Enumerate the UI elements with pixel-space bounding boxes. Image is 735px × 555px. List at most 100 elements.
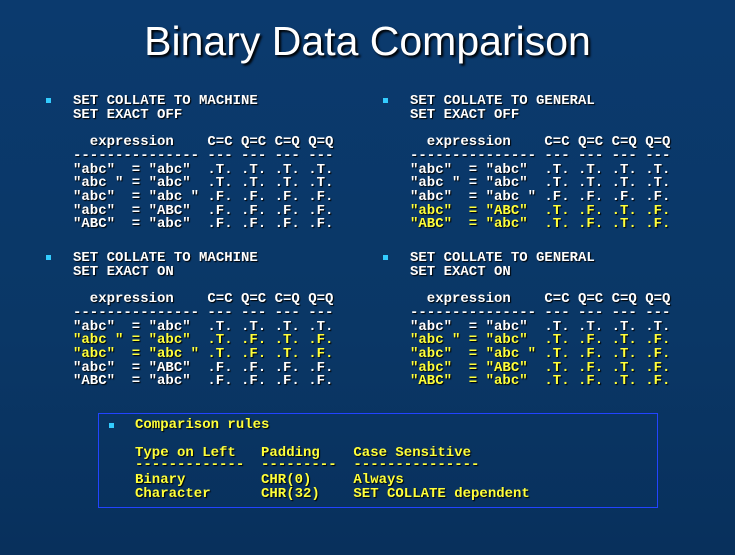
- result: .T.: [611, 161, 637, 178]
- column-header: Q=Q: [645, 291, 671, 308]
- result: .F.: [241, 332, 267, 349]
- rule-cell: Binary: [135, 472, 186, 488]
- result: .T.: [544, 318, 570, 335]
- result: .T.: [611, 373, 637, 390]
- expression: "abc" = "abc ": [410, 345, 537, 362]
- result: .F.: [241, 188, 267, 205]
- result: .F.: [578, 216, 604, 233]
- result: .F.: [308, 188, 334, 205]
- column-header: C=C: [207, 291, 233, 308]
- column-header: Type on Left: [135, 445, 236, 461]
- result: .T.: [645, 175, 671, 192]
- result: .T.: [241, 161, 267, 178]
- result: .T.: [544, 373, 570, 390]
- expression: "abc" = "abc ": [410, 188, 537, 205]
- result: .T.: [308, 175, 334, 192]
- column-header: expression: [89, 134, 174, 151]
- rules-box: [98, 413, 658, 508]
- result: .F.: [308, 345, 334, 362]
- command: SET COLLATE TO GENERAL: [410, 93, 595, 109]
- result: .T.: [611, 202, 637, 219]
- column-header: Q=C: [578, 134, 604, 151]
- result: .F.: [578, 202, 604, 219]
- expression: "ABC" = "abc": [73, 216, 191, 233]
- result: .F.: [274, 373, 300, 390]
- result: .F.: [241, 345, 267, 362]
- result: .F.: [645, 216, 671, 233]
- result: .F.: [274, 359, 300, 376]
- result: .F.: [645, 373, 671, 390]
- expression: "abc" = "ABC": [73, 359, 191, 376]
- header-rule: ---------------: [353, 457, 480, 473]
- rule-cell: Character: [135, 485, 211, 502]
- column-header: Q=Q: [308, 134, 334, 151]
- result: .T.: [207, 345, 233, 362]
- column-header: C=C: [544, 134, 570, 151]
- result: .T.: [308, 161, 334, 178]
- expression: "abc" = "abc ": [73, 188, 200, 205]
- expression: "abc" = "ABC": [73, 202, 191, 219]
- result: .F.: [308, 332, 334, 349]
- rule-cell: Always: [353, 472, 404, 488]
- result: .F.: [578, 332, 604, 349]
- command: SET EXACT OFF: [410, 106, 520, 123]
- column-header: expression: [426, 291, 511, 308]
- rule-cell: SET COLLATE dependent: [353, 485, 530, 502]
- result: .T.: [611, 318, 637, 335]
- column-header: Q=Q: [308, 291, 334, 308]
- column-header: C=Q: [274, 291, 300, 308]
- result: .T.: [274, 332, 300, 349]
- result: .T.: [241, 318, 267, 335]
- result: .T.: [578, 175, 604, 192]
- result: .T.: [207, 161, 233, 178]
- result: .T.: [578, 161, 604, 178]
- command: SET EXACT OFF: [73, 106, 183, 123]
- result: .F.: [544, 188, 570, 205]
- result: .F.: [645, 332, 671, 349]
- header-rule: --------------- --- --- --- ---: [73, 147, 334, 164]
- result: .T.: [207, 332, 233, 349]
- result: .F.: [207, 216, 233, 233]
- expression: "abc" = "ABC": [410, 359, 528, 376]
- header-rule: -------------: [135, 457, 245, 473]
- column-header: C=C: [207, 134, 233, 151]
- expression: "abc " = "abc": [73, 332, 191, 349]
- result: .T.: [645, 161, 671, 178]
- result: .T.: [611, 175, 637, 192]
- result: .T.: [207, 175, 233, 192]
- result: .T.: [544, 175, 570, 192]
- result: .T.: [544, 161, 570, 178]
- result: .T.: [611, 216, 637, 233]
- expression: "abc " = "abc": [410, 175, 528, 192]
- bullet: [109, 423, 114, 428]
- header-rule: --------------- --- --- --- ---: [410, 304, 671, 321]
- bullet: [383, 255, 388, 260]
- result: .F.: [241, 373, 267, 390]
- column-header: Q=Q: [645, 134, 671, 151]
- result: .F.: [645, 359, 671, 376]
- result: .F.: [578, 373, 604, 390]
- column-header: Q=C: [241, 134, 267, 151]
- result: .F.: [241, 202, 267, 219]
- slide-title: Binary Data Comparison: [144, 18, 591, 64]
- result: .F.: [578, 188, 604, 205]
- command: SET EXACT ON: [73, 263, 174, 280]
- result: .F.: [207, 359, 233, 376]
- result: .F.: [308, 373, 334, 390]
- result: .T.: [241, 175, 267, 192]
- result: .F.: [578, 359, 604, 376]
- result: .F.: [308, 359, 334, 376]
- expression: "abc" = "abc": [73, 161, 191, 178]
- result: .T.: [611, 345, 637, 362]
- rules-heading: Comparison rules: [135, 417, 270, 433]
- command: SET COLLATE TO MACHINE: [73, 93, 258, 109]
- result: .T.: [274, 175, 300, 192]
- result: .T.: [544, 202, 570, 219]
- expression: "abc" = "abc": [73, 318, 191, 335]
- expression: "ABC" = "abc": [73, 373, 191, 390]
- expression: "ABC" = "abc": [410, 216, 528, 233]
- result: .F.: [578, 345, 604, 362]
- result: .T.: [544, 332, 570, 349]
- command: SET EXACT ON: [410, 263, 511, 280]
- result: .F.: [274, 216, 300, 233]
